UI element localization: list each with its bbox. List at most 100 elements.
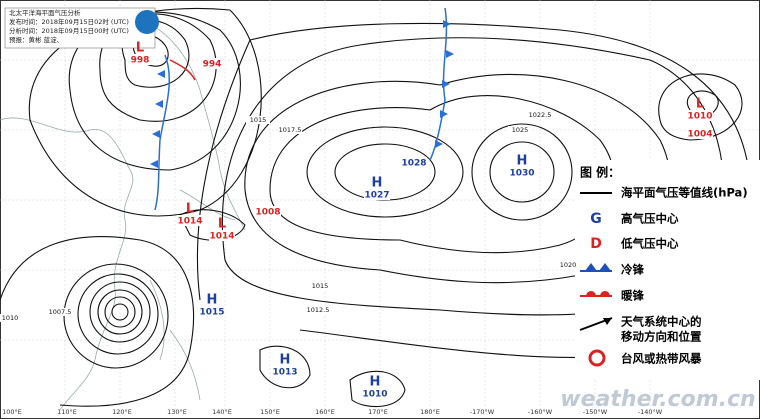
center-pressure: 1027 bbox=[364, 191, 389, 201]
legend-low-symbol: D bbox=[590, 236, 602, 252]
legend-typhoon bbox=[588, 349, 606, 367]
logo bbox=[135, 10, 159, 34]
center-pressure: 1013 bbox=[272, 368, 297, 378]
longitude-label: -140°W bbox=[638, 408, 663, 416]
center-pressure: 994 bbox=[203, 60, 222, 70]
longitude-label: 130°E bbox=[167, 408, 187, 416]
isobar-label-bg bbox=[246, 116, 270, 124]
legend-item: 高气压中心 bbox=[621, 212, 679, 226]
isobar-label-bg bbox=[278, 126, 302, 134]
center-symbol: H bbox=[370, 375, 381, 390]
center-label-bg bbox=[687, 110, 713, 121]
center-pressure: 1015 bbox=[199, 308, 224, 318]
isobar-label-bg bbox=[556, 261, 580, 269]
center-symbol: H bbox=[372, 176, 383, 191]
isobar-label-bg bbox=[306, 306, 330, 314]
center-label-bg bbox=[272, 366, 298, 377]
center-symbol: L bbox=[218, 217, 226, 232]
legend bbox=[575, 160, 760, 380]
isobar bbox=[97, 289, 143, 335]
center-label-bg bbox=[177, 215, 203, 226]
isobars bbox=[0, 7, 752, 408]
center-pressure: 1010 bbox=[687, 112, 712, 122]
legend-item: 低气压中心 bbox=[620, 237, 679, 251]
isobar-label: 1015 bbox=[250, 116, 267, 124]
center-pressure: 1030 bbox=[509, 169, 534, 179]
isobar bbox=[0, 236, 195, 407]
cold-front-teeth bbox=[435, 20, 454, 148]
isobar bbox=[77, 273, 159, 355]
legend-motion-arrowhead bbox=[603, 318, 612, 325]
watermark: weather.com.cn bbox=[560, 387, 755, 412]
center-symbol: L bbox=[186, 202, 194, 217]
center-pressure: 1008 bbox=[255, 208, 280, 218]
fronts bbox=[150, 7, 454, 211]
legend-high-symbol: G bbox=[590, 211, 602, 227]
cold-front bbox=[154, 54, 171, 211]
center-label-bg bbox=[209, 230, 235, 241]
coastline bbox=[0, 117, 134, 411]
center-pressure: 1014 bbox=[177, 217, 202, 227]
isobar bbox=[221, 37, 725, 316]
center-pressure: 1004 bbox=[687, 130, 712, 140]
longitude-label: 120°E bbox=[112, 408, 132, 416]
center-pressure: 1014 bbox=[209, 232, 234, 242]
header-line: 北太平洋海平面气压分析 bbox=[9, 8, 81, 17]
center-pressure: 998 bbox=[131, 56, 150, 66]
header-line: 分析时间：2018年09月15日00时 (UTC) bbox=[9, 26, 129, 35]
header-line: 发布时间：2018年09月15日02时 (UTC) bbox=[9, 17, 129, 26]
isobar-label: 1022.5 bbox=[529, 111, 552, 119]
center-pressure: 1028 bbox=[401, 159, 426, 169]
longitude-label: -170°W bbox=[470, 408, 495, 416]
center-symbol: H bbox=[517, 154, 528, 169]
isobar bbox=[349, 370, 406, 408]
center-label-bg bbox=[401, 157, 427, 168]
center-label-bg bbox=[127, 54, 153, 65]
center-label-bg bbox=[199, 58, 225, 69]
isobar-label-bg bbox=[308, 282, 332, 290]
isobar bbox=[89, 281, 151, 343]
center-symbol: L bbox=[696, 97, 704, 112]
legend-item: 天气系统中心的 bbox=[621, 315, 702, 329]
legend-item: 冷锋 bbox=[621, 263, 644, 277]
isobar bbox=[658, 73, 743, 141]
isobar bbox=[489, 141, 555, 203]
isobar bbox=[111, 303, 129, 321]
isobar-label-bg bbox=[508, 126, 532, 134]
center-label-bg bbox=[509, 167, 535, 178]
longitude-label: 100°E bbox=[2, 408, 22, 416]
center-symbol: H bbox=[207, 293, 218, 308]
isobar bbox=[306, 126, 464, 218]
center-label-bg bbox=[687, 128, 713, 139]
legend-item: 台风或热带风暴 bbox=[621, 352, 702, 366]
center-symbol: H bbox=[280, 353, 291, 368]
center-pressure: 1010 bbox=[362, 390, 387, 400]
isobar-label-bg bbox=[528, 111, 552, 119]
center-label-bg bbox=[362, 388, 388, 399]
legend-cold-front-teeth bbox=[585, 263, 611, 271]
isobar bbox=[259, 345, 311, 389]
warm-front bbox=[169, 59, 196, 81]
isobar-label-bg bbox=[48, 308, 72, 316]
legend-item: 暖锋 bbox=[621, 289, 644, 303]
legend-title: 图 例： bbox=[580, 165, 620, 180]
header-box bbox=[4, 7, 159, 49]
isobar-label: 1017.5 bbox=[279, 126, 302, 134]
isobar-label: 1007.5 bbox=[49, 308, 72, 316]
longitude-label: -160°W bbox=[528, 408, 553, 416]
center-label-bg bbox=[364, 189, 390, 200]
coastline bbox=[139, 19, 246, 231]
legend-warm-front-bumps bbox=[586, 291, 610, 296]
longitude-label: 140°E bbox=[212, 408, 232, 416]
isobar-label: 1025 bbox=[512, 126, 529, 134]
isobar-label-bg bbox=[0, 314, 22, 322]
isobar-label: 1015 bbox=[312, 282, 329, 290]
center-symbol: L bbox=[136, 41, 144, 56]
isobar-label: 1020 bbox=[560, 261, 577, 269]
longitude-label: 150°E bbox=[260, 408, 280, 416]
longitude-label: -150°W bbox=[583, 408, 608, 416]
isobar bbox=[179, 209, 246, 241]
longitude-label: 180°E bbox=[420, 408, 440, 416]
